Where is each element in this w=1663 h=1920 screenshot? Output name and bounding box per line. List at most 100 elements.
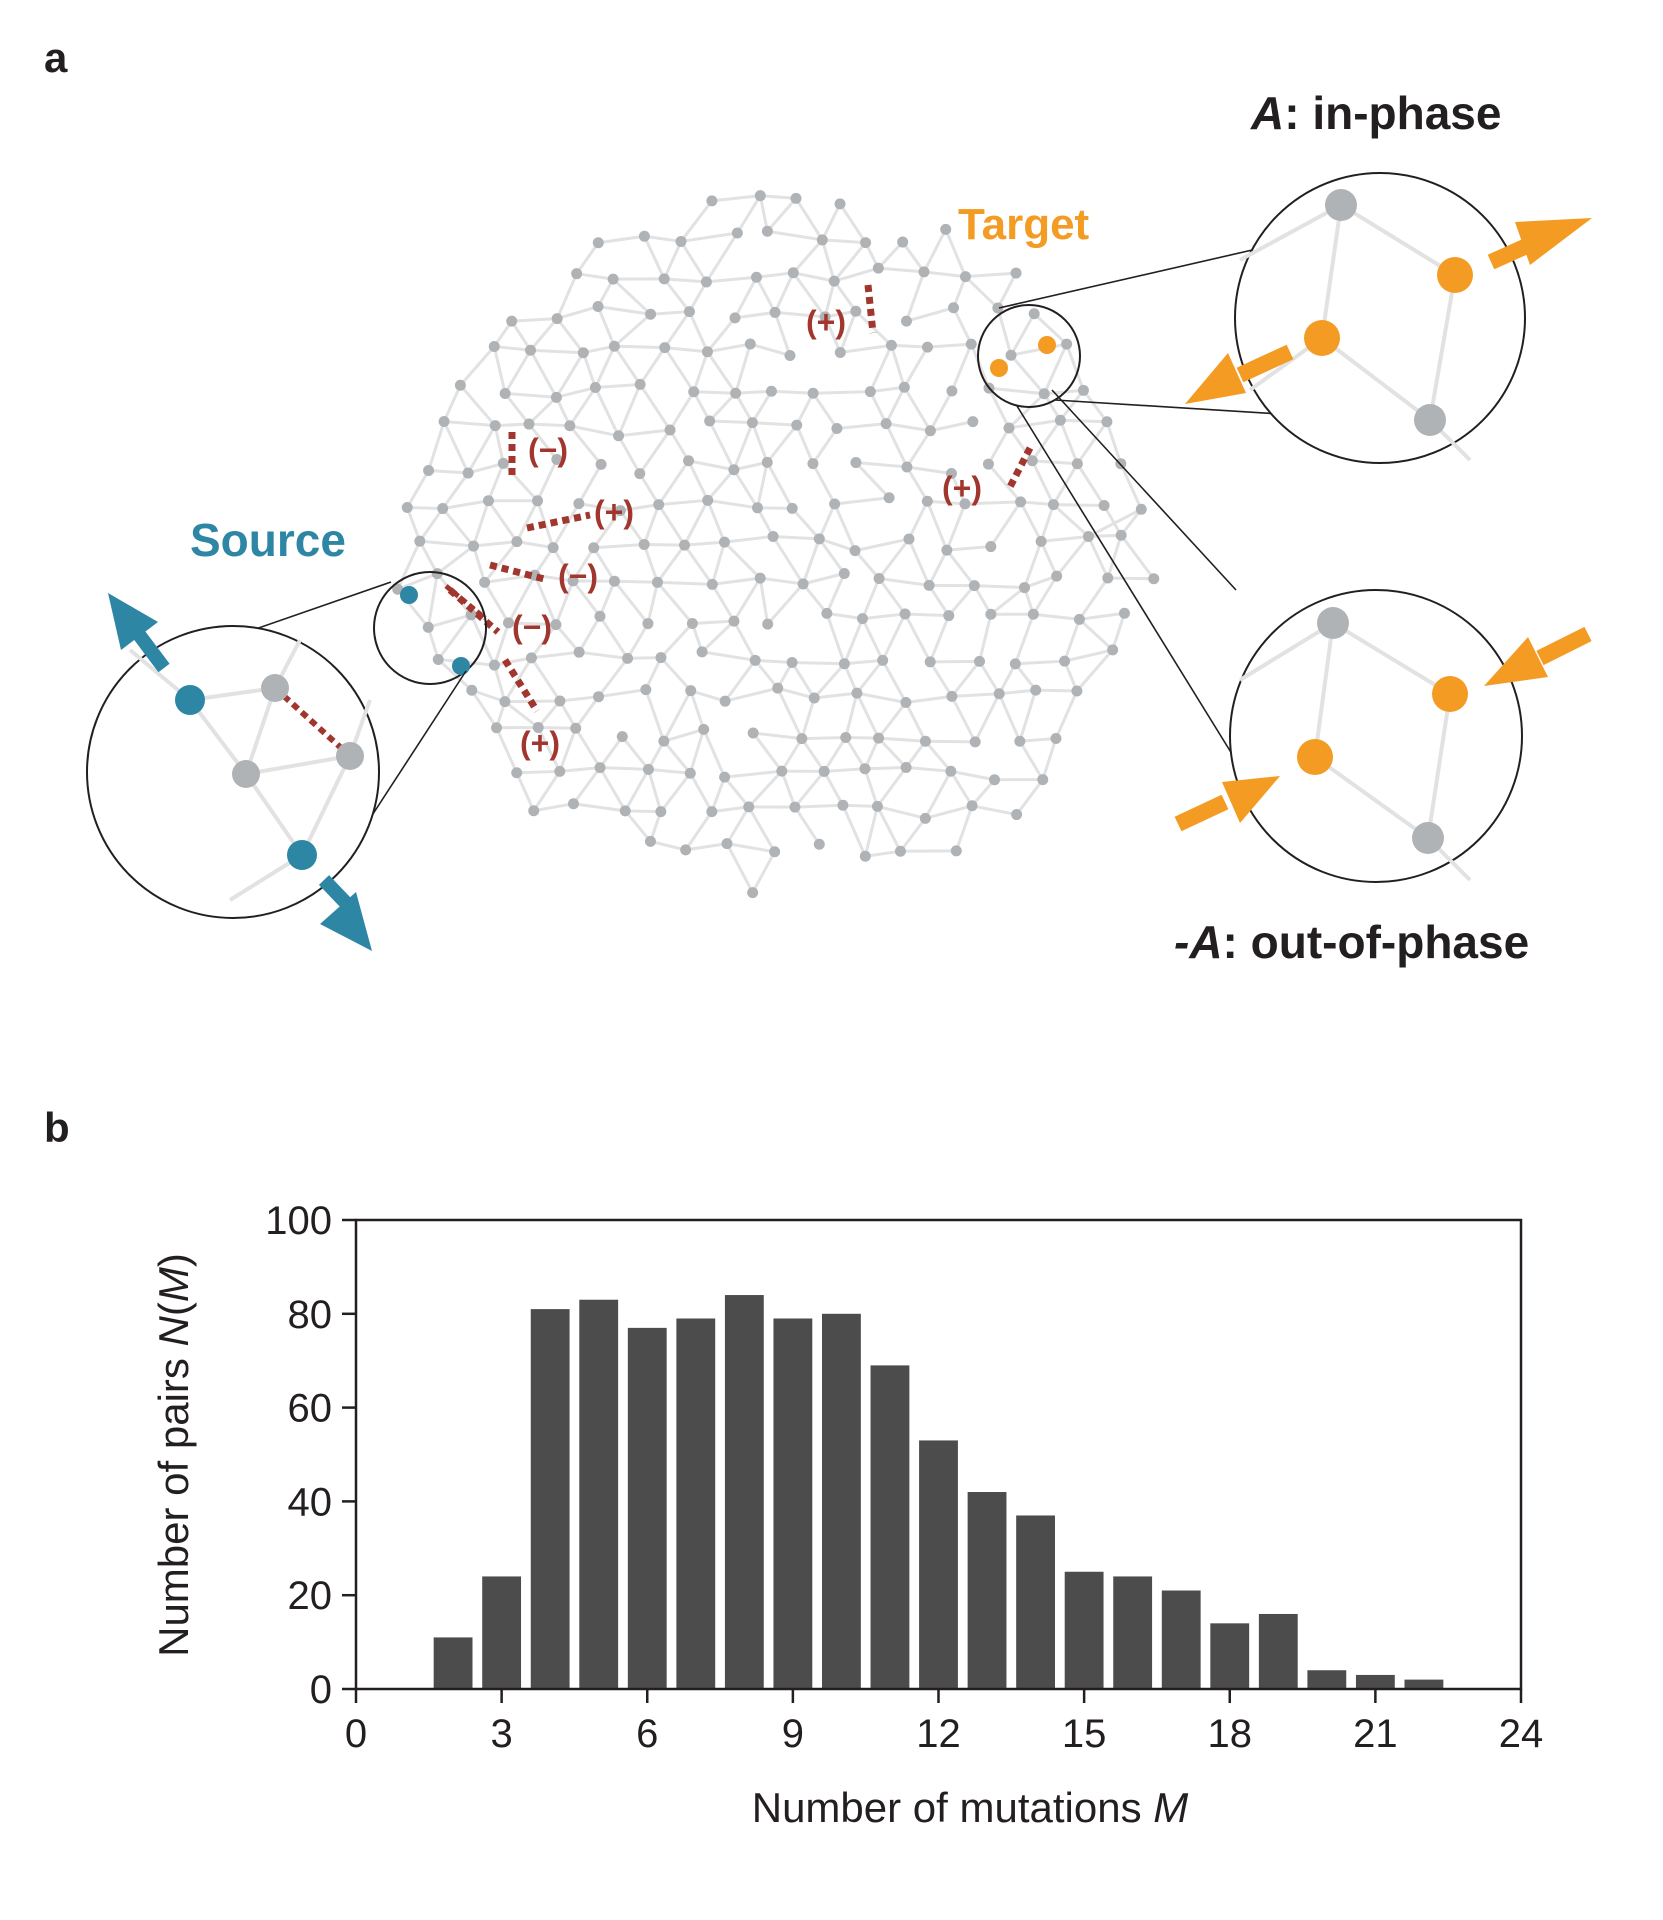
mutation-dash: [864, 284, 877, 334]
network-bond: [766, 582, 805, 626]
network-node: [588, 542, 600, 554]
zoom-line: [998, 239, 1297, 309]
network-bond: [949, 770, 974, 807]
network-node: [653, 499, 665, 511]
network-node: [765, 385, 777, 397]
network-bond: [532, 770, 562, 812]
network-node: [503, 617, 515, 629]
network-bond: [494, 656, 532, 667]
network-node: [1115, 529, 1127, 541]
network-bond: [947, 584, 976, 617]
network-bond: [510, 320, 532, 352]
network-bond: [903, 386, 932, 432]
network-node: [857, 613, 869, 625]
network-node: [751, 502, 763, 514]
arrow-shaft: [1174, 794, 1229, 832]
network-bond: [688, 310, 709, 353]
network-bond: [1064, 648, 1114, 663]
network-node: [685, 685, 697, 697]
network-bond: [1014, 662, 1037, 692]
network-bond: [459, 345, 496, 387]
network-bond: [922, 228, 948, 273]
network-bond: [924, 770, 953, 820]
network-bond: [1007, 392, 1046, 430]
network-node: [511, 767, 523, 779]
network-bond: [551, 502, 581, 549]
network-bond: [626, 622, 650, 660]
network-bond: [427, 613, 472, 629]
network-bond: [483, 540, 519, 584]
network-bond: [530, 657, 562, 702]
network-node: [437, 503, 449, 515]
target-small-circle: [977, 304, 1081, 408]
network-bond: [1059, 389, 1085, 422]
network-bond: [533, 546, 555, 577]
network-bond: [925, 739, 976, 744]
network-node: [873, 572, 885, 584]
histogram-bar: [822, 1313, 861, 1689]
network-bond: [889, 344, 906, 388]
inphase-label: A: in-phase: [1250, 87, 1501, 139]
network-bond: [692, 619, 735, 626]
network-bond: [970, 778, 996, 807]
network-bond: [877, 804, 926, 820]
network-bond: [559, 695, 599, 703]
network-bond: [596, 305, 616, 347]
network-bond: [505, 391, 557, 399]
network-bond: [613, 580, 650, 625]
arrow-shaft: [1536, 626, 1592, 666]
network-bond: [663, 727, 705, 743]
network-bond: [771, 535, 805, 585]
network-bond: [593, 542, 645, 550]
network-node: [595, 458, 607, 470]
network-bond: [903, 613, 932, 663]
network-node: [967, 416, 979, 428]
network-bond: [757, 506, 793, 510]
network-node: [1059, 655, 1071, 667]
network-node: [525, 652, 537, 664]
network-node: [488, 340, 500, 352]
network-node: [974, 655, 986, 667]
network-node: [232, 760, 260, 788]
network-node: [422, 621, 434, 633]
network-node: [923, 579, 935, 591]
network-bond: [1087, 507, 1142, 538]
network-bond: [656, 544, 686, 584]
network-bond: [625, 809, 661, 814]
network-bond: [794, 803, 843, 809]
network-bond: [800, 697, 816, 740]
network-bond: [537, 700, 562, 729]
network-bond: [706, 316, 737, 353]
network-node: [551, 313, 563, 325]
y-tick-label: 40: [288, 1480, 333, 1524]
network-bond: [844, 658, 883, 666]
network-bond: [1013, 613, 1035, 665]
network-bond: [688, 459, 735, 472]
network-bond: [732, 577, 762, 622]
network-bond: [833, 280, 858, 313]
network-node: [392, 583, 404, 595]
network-bond: [1042, 343, 1068, 395]
network-node: [816, 234, 828, 246]
network-bond: [559, 766, 601, 773]
network-bond: [861, 577, 881, 620]
network-bond: [750, 422, 769, 463]
network-bond: [644, 656, 663, 691]
network-bond: [907, 500, 929, 540]
x-tick-label: 12: [916, 1712, 961, 1756]
network-bond: [1063, 618, 1081, 662]
network-node: [1010, 267, 1022, 279]
panel-b-letter: b: [44, 1104, 70, 1151]
network-bond: [614, 344, 665, 350]
x-tick-label: 9: [782, 1712, 804, 1756]
network-bond: [971, 804, 1017, 817]
network-bond: [854, 537, 910, 553]
network-bond: [795, 392, 815, 426]
network-node: [482, 495, 494, 507]
network-node: [1073, 613, 1085, 625]
network-node: [948, 302, 960, 314]
network-bond: [533, 802, 574, 813]
network-bond: [725, 806, 751, 845]
network-bond: [773, 272, 795, 314]
